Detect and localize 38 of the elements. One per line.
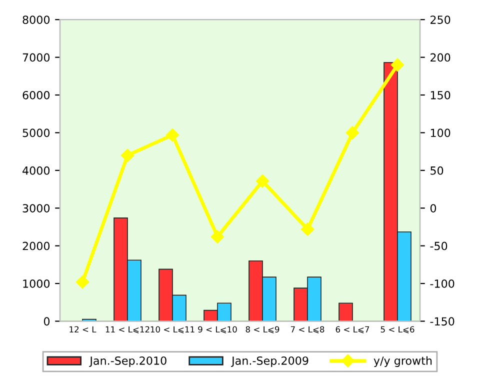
- point: [300, 222, 314, 236]
- x-tick-label: 10 < L⩽11: [150, 326, 194, 334]
- legend-label: Jan.-Sep.2010: [89, 356, 166, 367]
- y2-tick-label: -100: [430, 279, 454, 288]
- x-tick-label: 5 < L⩽6: [380, 326, 414, 334]
- y-tick-label: 2000: [22, 242, 50, 250]
- x-tick-label: 11 < L⩽12: [106, 326, 150, 334]
- y-tick-label: 5000: [22, 128, 50, 138]
- y-tick-label: 7000: [22, 53, 50, 62]
- x-tick-label: 9 < L⩽10: [198, 326, 237, 334]
- y-tick-label: 0: [44, 317, 50, 326]
- y-tick-label: 8000: [22, 16, 50, 24]
- legend-label: Jan.-Sep.2009: [230, 356, 308, 367]
- x-tick-label: 8 < L⩽9: [246, 326, 280, 334]
- bar: [338, 302, 353, 322]
- y-tick-label: 4000: [22, 166, 50, 175]
- y2-tick-label: -150: [430, 317, 454, 326]
- point: [120, 148, 134, 162]
- point: [256, 174, 270, 188]
- x-tick-label: 7 < L⩽8: [290, 326, 324, 334]
- point: [166, 128, 180, 142]
- point: [346, 126, 360, 140]
- point: [210, 230, 224, 244]
- legend-label: y/y growth: [374, 356, 432, 367]
- y2-tick-label: -50: [430, 242, 448, 250]
- y-tick-label: 1000: [23, 279, 50, 288]
- x-tick-label: 12 < L: [70, 326, 96, 332]
- y2-tick-label: 250: [430, 16, 450, 24]
- y2-tick-label: 100: [430, 128, 450, 138]
- y2-tick-label: 0: [430, 204, 436, 212]
- point: [390, 58, 404, 72]
- point: [76, 275, 90, 289]
- y-tick-label: 3000: [22, 204, 50, 212]
- y2-tick-label: 150: [430, 90, 450, 100]
- y-tick-label: 6000: [22, 90, 50, 100]
- y2-tick-label: 50: [430, 166, 444, 175]
- y2-tick-label: 200: [430, 53, 450, 62]
- x-tick-label: 6 < L⩽7: [336, 326, 370, 334]
